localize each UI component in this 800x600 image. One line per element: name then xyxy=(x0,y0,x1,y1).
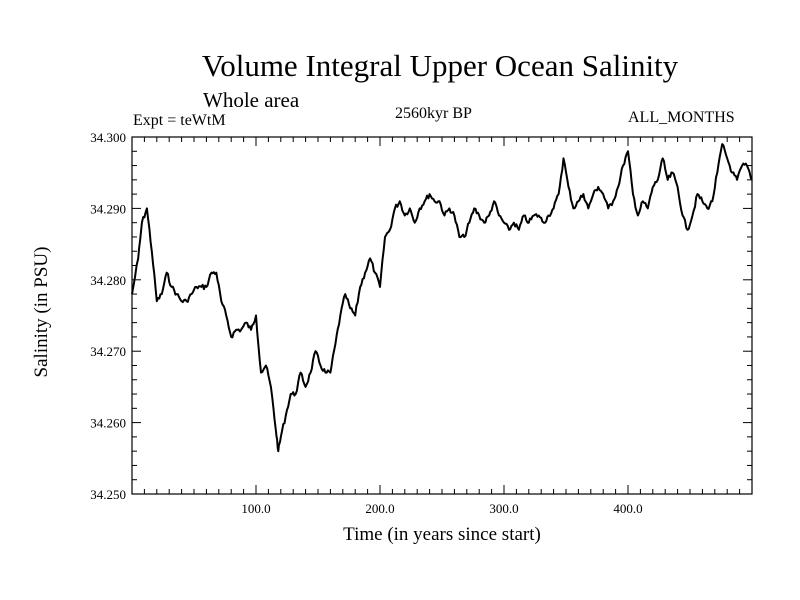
period-label: 2560kyr BP xyxy=(395,105,472,122)
y-tick-label: 34.260 xyxy=(90,416,126,431)
y-tick-label: 34.250 xyxy=(90,487,126,502)
y-tick-label: 34.270 xyxy=(90,344,126,359)
y-tick-label: 34.290 xyxy=(90,201,126,216)
experiment-label: Expt = teWtM xyxy=(133,112,226,129)
x-tick-label: 100.0 xyxy=(241,501,270,516)
y-tick-label: 34.280 xyxy=(90,273,126,288)
months-label: ALL_MONTHS xyxy=(628,109,735,126)
plot-frame xyxy=(131,136,753,495)
x-tick-label: 200.0 xyxy=(365,501,394,516)
x-axis-label: Time (in years since start) xyxy=(343,524,541,545)
x-tick-label: 400.0 xyxy=(613,501,642,516)
chart-subtitle: Whole area xyxy=(203,88,300,112)
chart-title: Volume Integral Upper Ocean Salinity xyxy=(201,48,679,83)
x-tick-label: 300.0 xyxy=(489,501,518,516)
series-line-salinity xyxy=(131,143,753,453)
y-tick-label: 34.300 xyxy=(90,130,126,145)
